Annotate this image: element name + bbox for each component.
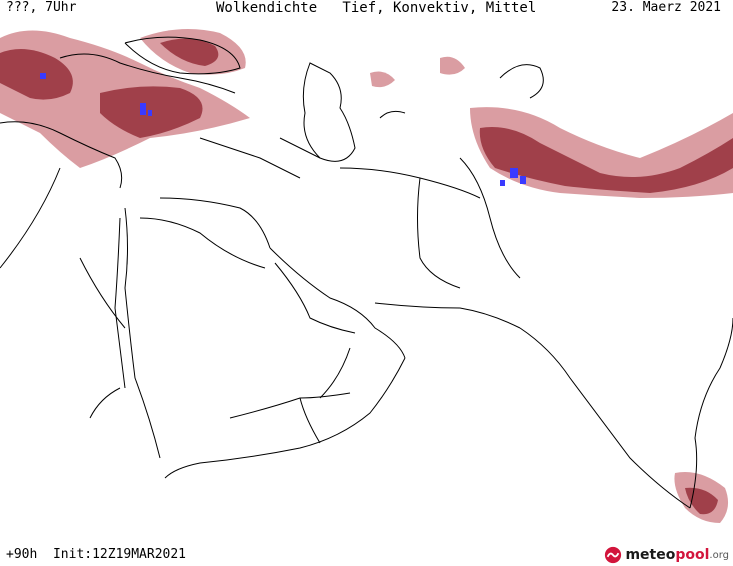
logo-text-meteo: meteo (625, 547, 676, 563)
forecast-info: +90h Init:12Z19MAR2021 (6, 547, 187, 562)
logo-text-pool: pool (675, 547, 710, 563)
country-borders (0, 36, 733, 509)
weather-map (0, 29, 733, 523)
meteopool-logo-icon (605, 546, 622, 564)
convective-cells (40, 73, 526, 186)
header-date: 23. Maerz 2021 (611, 0, 721, 15)
logo-text-org: .org (709, 549, 729, 561)
cloud-cover-dense (0, 38, 733, 515)
header-time: ???, 7Uhr (6, 0, 77, 15)
meteopool-logo[interactable]: meteo pool .org (604, 544, 729, 566)
map-title: Wolkendichte Tief, Konvektiv, Mittel (216, 0, 537, 16)
